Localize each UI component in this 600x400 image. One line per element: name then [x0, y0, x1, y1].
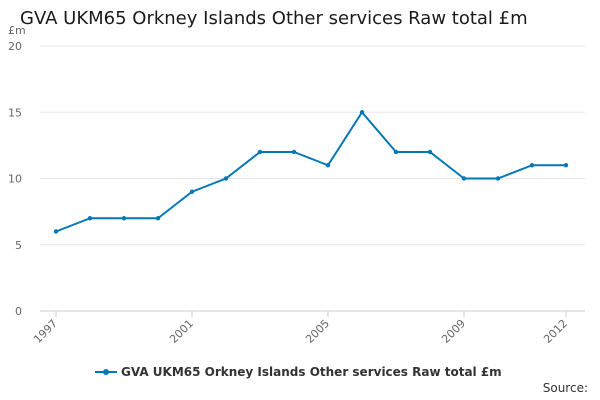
x-tick-label: 2012	[541, 317, 570, 346]
series-line	[55, 111, 566, 233]
grid-lines	[40, 45, 585, 312]
axes: 0 5 10 15 20 £m 1997 2001 2005 2009 2012	[8, 24, 585, 346]
source-label: Source:	[542, 381, 588, 395]
data-point	[563, 163, 569, 168]
chart-title: GVA UKM65 Orkney Islands Other services …	[20, 8, 528, 29]
data-point	[155, 216, 161, 221]
data-point	[529, 163, 535, 168]
legend-label: GVA UKM65 Orkney Islands Other services …	[121, 365, 502, 379]
data-point	[427, 149, 433, 155]
legend-line-icon	[95, 366, 117, 378]
data-point	[121, 216, 127, 221]
data-point	[393, 149, 399, 155]
series-layer	[53, 110, 569, 234]
y-tick-label: 15	[8, 106, 22, 119]
x-tick-label: 2005	[303, 317, 332, 346]
data-point	[291, 149, 297, 155]
data-point	[223, 176, 229, 181]
y-tick-label: 5	[15, 239, 22, 252]
data-point	[189, 189, 195, 194]
data-point	[461, 176, 467, 181]
data-point	[257, 149, 263, 155]
data-point	[359, 110, 365, 115]
y-tick-label: 20	[8, 40, 22, 53]
data-point	[495, 176, 501, 181]
x-tick-label: 2009	[439, 317, 468, 346]
data-point	[53, 229, 59, 234]
y-tick-label: 10	[8, 173, 22, 186]
data-point	[87, 216, 93, 221]
data-point	[325, 163, 331, 168]
y-tick-label: 0	[15, 305, 22, 318]
legend[interactable]: GVA UKM65 Orkney Islands Other services …	[95, 365, 502, 379]
y-axis-label: £m	[8, 24, 26, 37]
x-tick-label: 1997	[31, 317, 60, 346]
x-tick-label: 2001	[167, 317, 196, 346]
